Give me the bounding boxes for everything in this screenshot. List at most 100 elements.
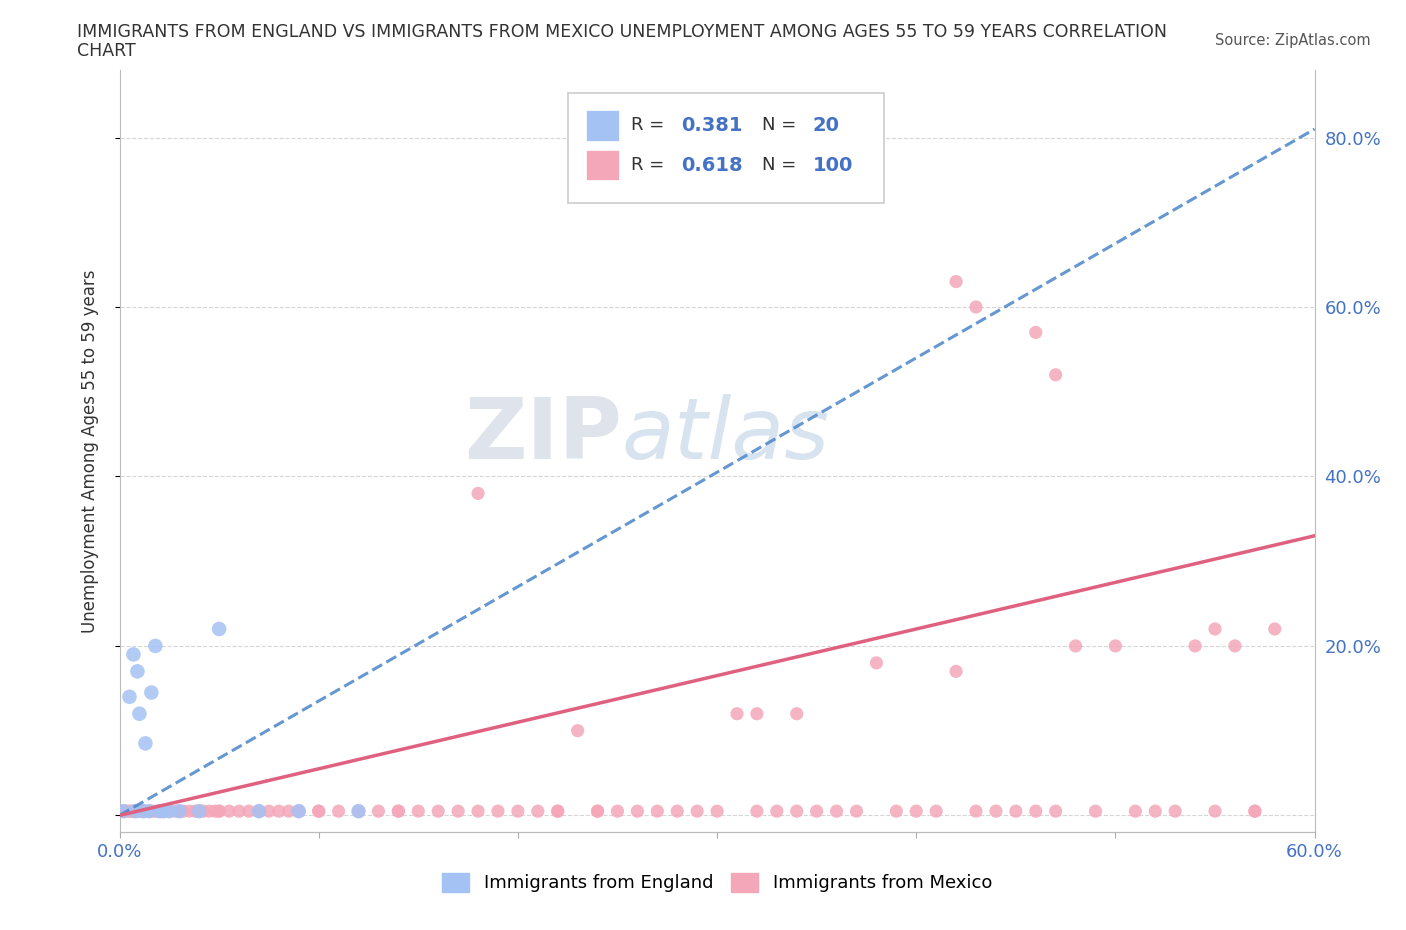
Point [218,804,240,818]
Point [506,804,529,818]
Point [165,804,187,818]
Point [117,804,139,818]
Text: R =: R = [631,116,671,135]
Point [865,656,887,671]
Point [387,804,409,818]
Point [706,804,728,818]
Point [134,804,156,818]
Point [152,804,174,818]
Point [547,804,569,818]
Point [288,804,311,818]
Point [467,804,489,818]
Point [208,804,231,818]
Bar [586,150,619,180]
Point [138,804,160,818]
Point [547,804,569,818]
Point [1244,804,1267,818]
Point [347,804,370,818]
Point [157,804,180,818]
Point [984,804,1007,818]
Point [122,804,145,818]
Point [1125,804,1147,818]
Point [138,804,160,818]
Point [606,804,628,818]
Point [198,804,221,818]
Point [745,706,768,721]
Point [247,804,270,818]
Point [427,804,450,818]
Point [1223,639,1246,654]
Point [347,804,370,818]
Point [1204,621,1226,636]
Point [141,685,163,700]
Point [328,804,350,818]
Point [308,804,330,818]
Point [1084,804,1107,818]
Point [1244,804,1267,818]
Point [1204,804,1226,818]
Point [308,804,330,818]
Point [131,804,153,818]
Point [191,804,215,818]
Point [786,804,808,818]
Point [806,804,828,818]
Point [127,664,149,679]
Point [145,639,166,654]
Point [725,706,748,721]
Point [132,804,155,818]
Point [1025,804,1047,818]
Text: N =: N = [762,156,803,174]
Point [1264,621,1286,636]
Point [118,689,141,704]
Point [267,804,290,818]
Point [945,274,967,289]
Point [1025,325,1047,339]
Point [647,804,669,818]
Y-axis label: Unemployment Among Ages 55 to 59 years: Unemployment Among Ages 55 to 59 years [80,270,98,632]
Point [208,621,231,636]
Point [128,804,150,818]
Point [467,486,489,501]
Point [122,647,145,662]
Point [169,804,191,818]
Point [1184,639,1206,654]
Point [204,804,226,818]
Text: 20: 20 [813,116,839,135]
Point [1104,639,1126,654]
Point [945,664,967,679]
Text: N =: N = [762,116,803,135]
Text: 0.381: 0.381 [682,116,742,135]
Point [626,804,648,818]
Point [1064,639,1087,654]
Point [152,804,174,818]
Point [141,804,163,818]
Point [586,804,609,818]
Point [925,804,948,818]
Point [277,804,299,818]
Point [188,804,211,818]
Point [112,804,135,818]
Point [247,804,270,818]
Point [766,804,789,818]
Point [586,804,609,818]
Text: 100: 100 [813,155,853,175]
Point [486,804,509,818]
Point [148,804,170,818]
Point [114,804,136,818]
Point [238,804,260,818]
Point [128,706,150,721]
Point [127,804,149,818]
Point [288,804,311,818]
Point [172,804,194,818]
Point [132,804,155,818]
Point [112,804,135,818]
Bar [586,110,619,140]
Point [134,736,156,751]
Point [965,299,987,314]
Point [208,804,231,818]
Point [145,804,166,818]
Text: 0.618: 0.618 [682,155,742,175]
Point [188,804,211,818]
Text: ZIP: ZIP [464,394,621,477]
Point [447,804,470,818]
